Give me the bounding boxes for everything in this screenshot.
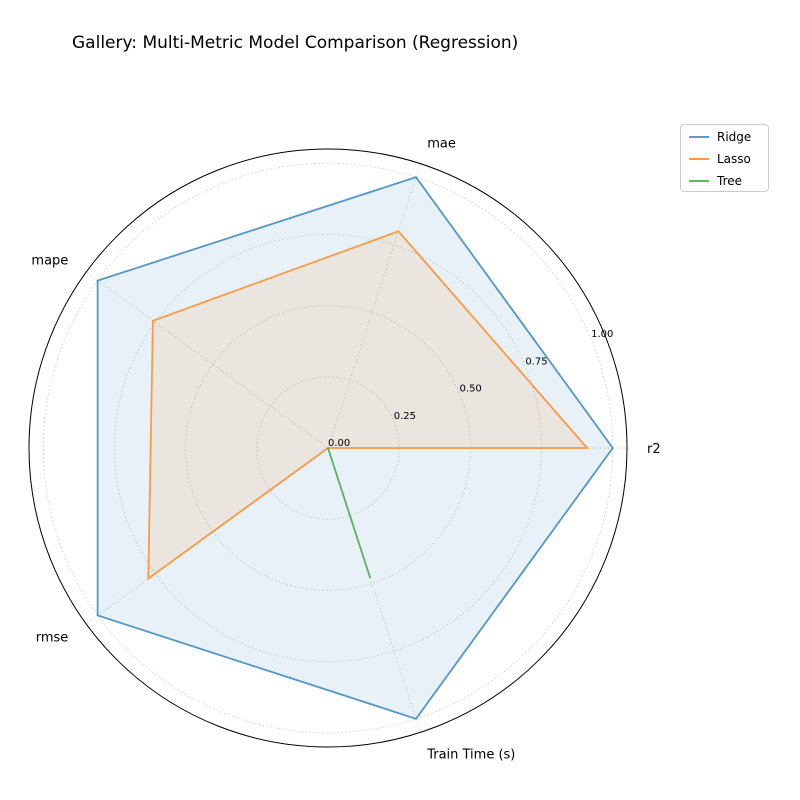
- polar-frame: [28, 148, 628, 748]
- series-line-tree: [327, 447, 372, 579]
- legend-item-lasso: Lasso: [689, 151, 751, 167]
- radial-tick-label-2: 0.50: [460, 384, 482, 395]
- legend-item-tree: Tree: [689, 173, 742, 189]
- axis-label-4: Train Time (s): [426, 747, 515, 762]
- axis-label-3: rmse: [36, 631, 69, 646]
- radial-tick-label-0: 0.00: [328, 438, 350, 449]
- spoke-1: [327, 163, 421, 449]
- legend-label-ridge: Ridge: [717, 130, 752, 144]
- axis-label-2: mape: [31, 253, 68, 268]
- radial-tick-label-4: 1.00: [591, 329, 613, 340]
- series-line-ridge: [96, 176, 614, 720]
- legend-label-lasso: Lasso: [717, 152, 751, 166]
- axis-label-1: mae: [427, 137, 456, 152]
- legend-label-tree: Tree: [717, 174, 743, 188]
- spoke-2: [85, 271, 329, 449]
- legend-swatch-ridge: [689, 136, 709, 138]
- legend: Ridge Lasso Tree: [680, 124, 769, 192]
- series-line-lasso: [147, 230, 590, 581]
- legend-swatch-tree: [689, 180, 709, 182]
- spoke-4: [327, 447, 421, 733]
- legend-item-ridge: Ridge: [689, 129, 751, 145]
- axis-label-0: r2: [647, 442, 661, 457]
- radial-tick-label-1: 0.25: [394, 411, 416, 422]
- radial-tick-label-3: 0.75: [525, 356, 547, 367]
- legend-swatch-lasso: [689, 158, 709, 160]
- series-fill-lasso: [148, 231, 588, 579]
- chart-title: Gallery: Multi-Metric Model Comparison (…: [72, 33, 519, 53]
